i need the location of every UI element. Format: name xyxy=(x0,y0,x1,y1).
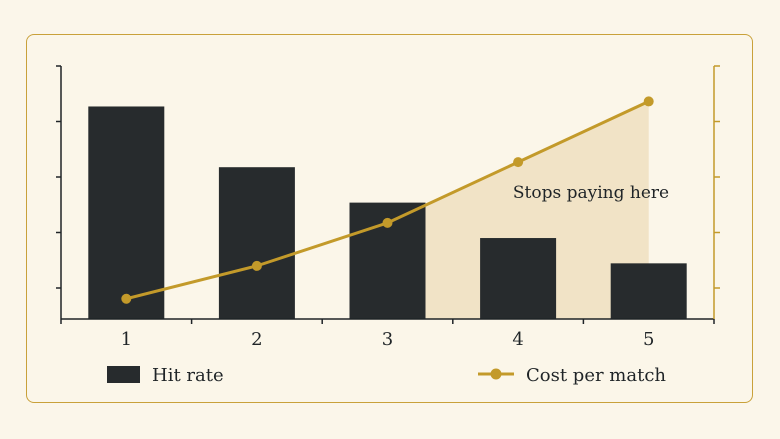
legend-line-marker xyxy=(490,368,502,380)
bar-1 xyxy=(88,106,165,319)
legend-bar-swatch xyxy=(107,366,140,383)
cost-point-3 xyxy=(382,217,393,228)
bar-4 xyxy=(480,238,557,319)
cost-point-2 xyxy=(251,260,262,271)
x-tick-label: 3 xyxy=(382,329,393,350)
legend-line-label: Cost per match xyxy=(526,365,666,386)
cost-point-1 xyxy=(121,293,132,304)
cost-point-4 xyxy=(513,157,524,168)
bar-2 xyxy=(218,167,295,319)
annotation-label: Stops paying here xyxy=(513,183,669,203)
x-tick-label: 4 xyxy=(512,329,523,350)
cost-point-5 xyxy=(643,96,654,107)
legend-bar-label: Hit rate xyxy=(152,365,224,386)
x-tick-label: 5 xyxy=(643,329,654,350)
x-tick-label: 2 xyxy=(251,329,262,350)
shaded-region xyxy=(387,101,649,319)
bar-5 xyxy=(610,263,687,319)
x-tick-label: 1 xyxy=(121,329,132,350)
